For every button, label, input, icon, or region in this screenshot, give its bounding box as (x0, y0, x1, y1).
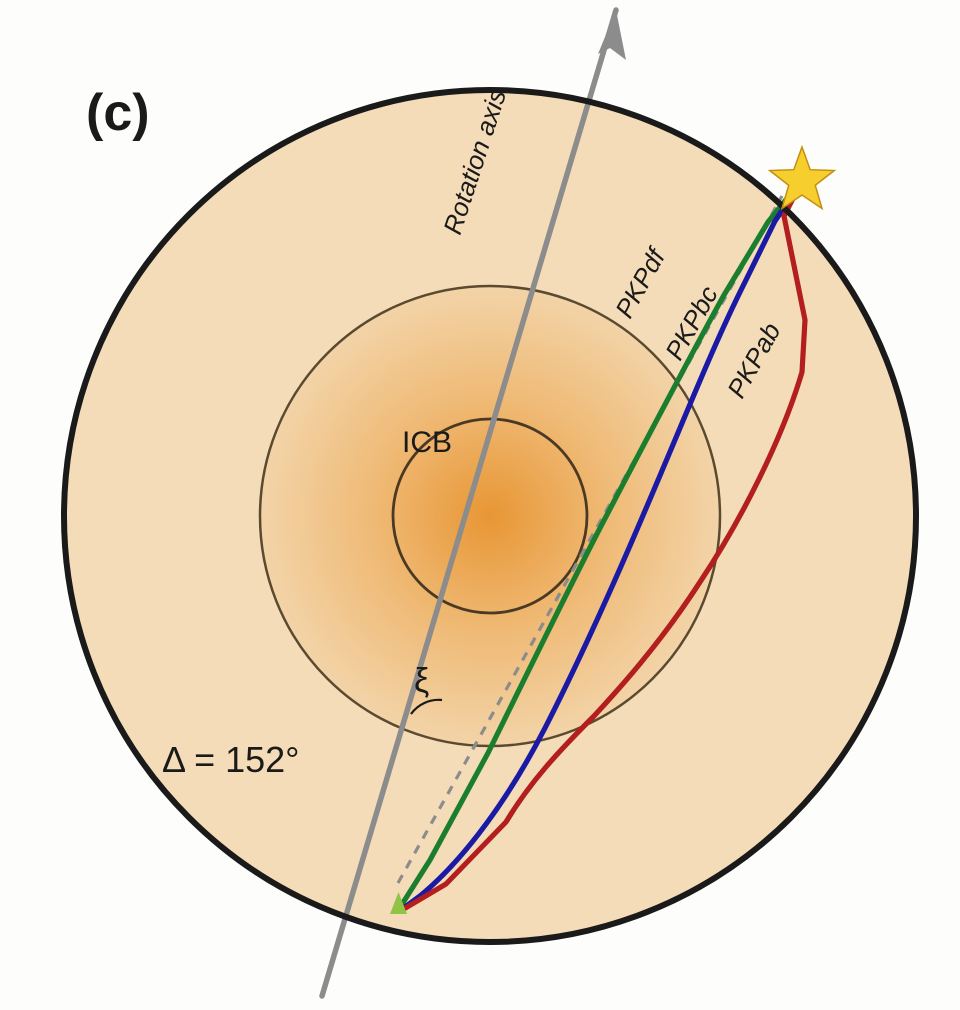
delta-label: Δ = 152° (162, 739, 300, 780)
xi-label: ξ (414, 662, 429, 700)
outer-core-fill (260, 286, 720, 746)
panel-label: (c) (86, 84, 150, 142)
icb-label: ICB (402, 426, 452, 459)
